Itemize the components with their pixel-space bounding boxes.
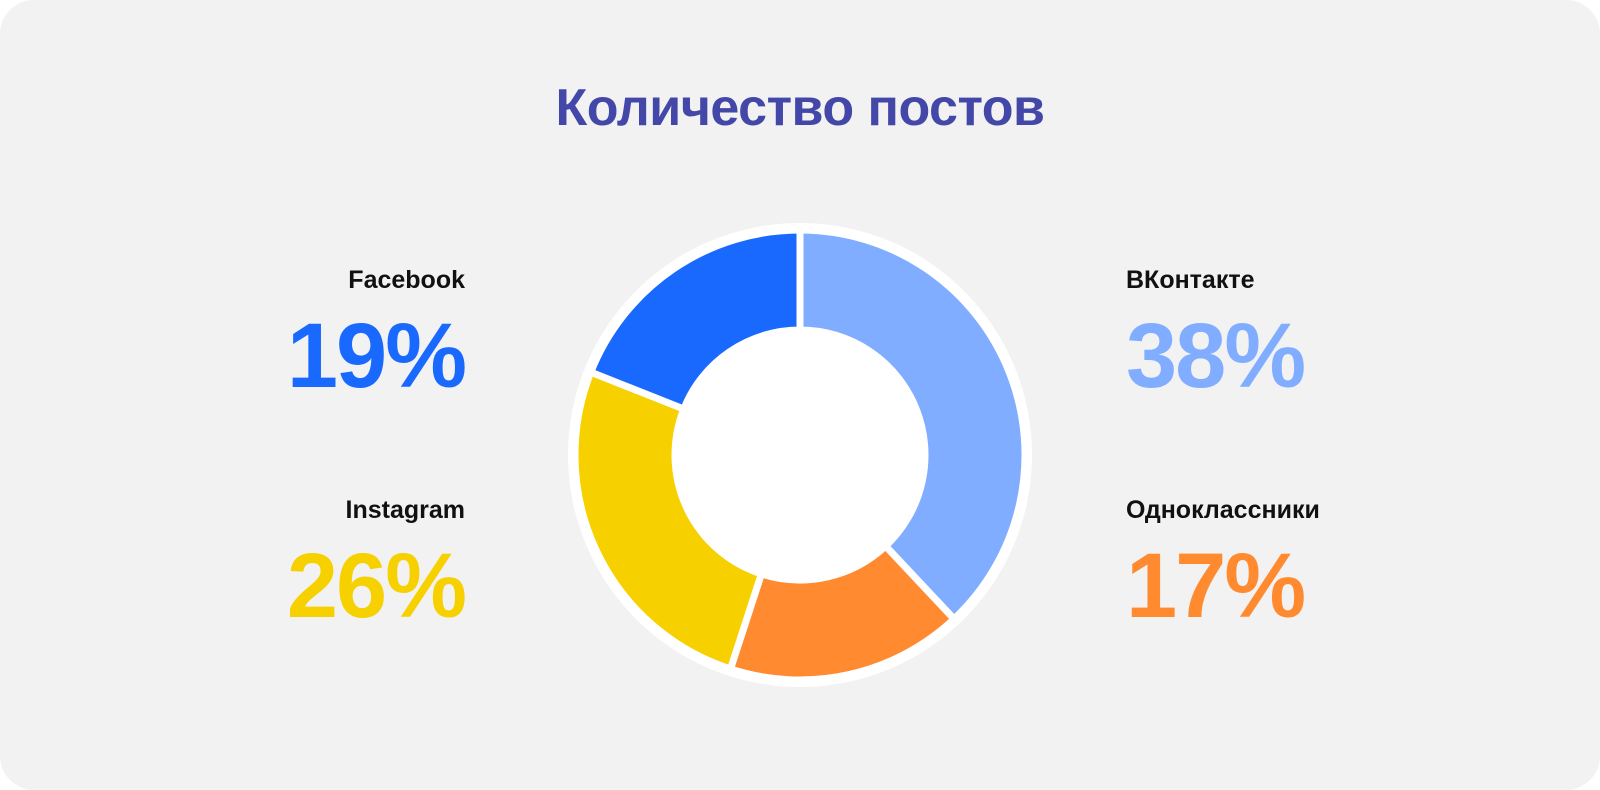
legend-label-facebook: Facebook xyxy=(348,266,465,294)
legend-value-vkontakte: 38% xyxy=(1126,305,1306,407)
donut-slice-vkontakte xyxy=(796,226,1029,624)
legend-value-instagram: 26% xyxy=(286,535,467,637)
donut-slice-instagram xyxy=(571,367,766,674)
donut-chart xyxy=(568,223,1032,687)
legend-value-odnoklassniki: 17% xyxy=(1126,535,1306,637)
donut-slice-facebook xyxy=(586,226,804,414)
legend-label-vkontakte: ВКонтакте xyxy=(1126,266,1255,294)
donut-hole xyxy=(679,334,921,576)
legend-label-instagram: Instagram xyxy=(345,496,465,524)
donut-slice-odnoklassniki xyxy=(726,541,959,684)
chart-title: Количество постов xyxy=(555,79,1045,137)
legend-label-odnoklassniki: Одноклассники xyxy=(1126,496,1320,524)
legend-value-facebook: 19% xyxy=(286,305,467,407)
